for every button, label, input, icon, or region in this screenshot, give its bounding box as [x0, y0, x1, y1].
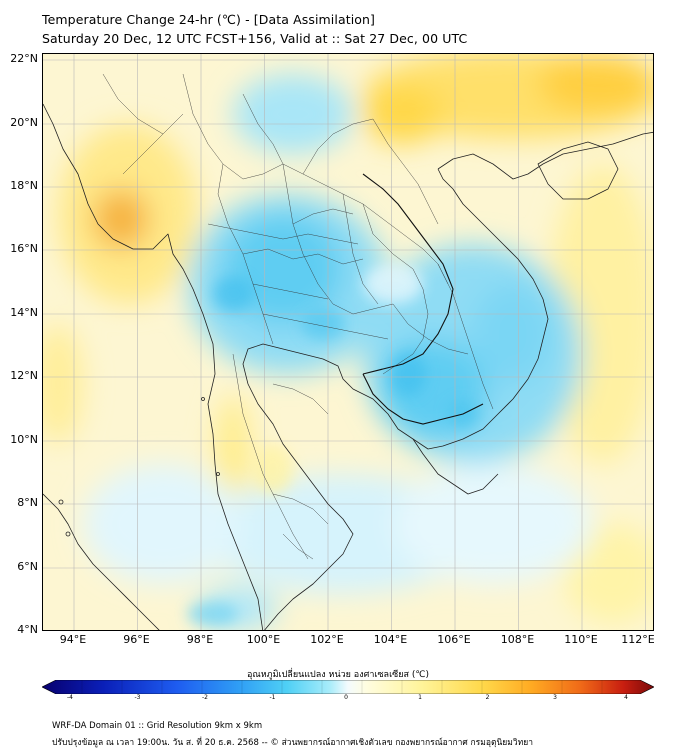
lon-label-102e: 102°E	[310, 633, 344, 646]
colorbar	[41, 679, 655, 695]
lat-label-20n: 20°N	[10, 116, 38, 129]
map-panel[interactable]	[42, 53, 654, 631]
lat-label-16n: 16°N	[10, 242, 38, 255]
lon-label-100e: 100°E	[246, 633, 281, 646]
colorbar-tick-2: 2	[485, 694, 490, 701]
colorbar-tick-0: 0	[344, 694, 348, 701]
admin-borders	[102, 73, 494, 560]
colorbar-tick-4: 4	[624, 694, 628, 701]
lon-label-104e: 104°E	[373, 633, 408, 646]
colorbar-graphic	[41, 679, 655, 695]
lon-label-96e: 96°E	[123, 633, 150, 646]
colorbar-dividers	[81, 680, 603, 694]
colorbar-tick--2: -2	[202, 694, 208, 701]
lon-label-110e: 110°E	[564, 633, 598, 646]
footer-model-info: WRF-DA Domain 01 :: Grid Resolution 9km …	[52, 721, 263, 731]
country-borders	[362, 173, 484, 425]
lon-label-94e: 94°E	[59, 633, 87, 646]
map-subtitle: Saturday 20 Dec, 12 UTC FCST+156, Valid …	[42, 31, 468, 46]
colorbar-tick--4: -4	[67, 694, 73, 701]
lat-label-4n: 4°N	[17, 623, 38, 636]
colorbar-tick-1: 1	[418, 694, 422, 701]
colorbar-label: อุณหภูมิเปลี่ยนแปลง หน่วย องศาเซลเซียส (…	[246, 670, 430, 680]
lat-label-8n: 8°N	[17, 496, 38, 509]
lat-label-12n: 12°N	[10, 369, 38, 382]
lon-label-106e: 106°E	[437, 633, 471, 646]
coastlines	[43, 103, 653, 630]
lat-label-10n: 10°N	[10, 433, 38, 446]
colorbar-tick--1: -1	[269, 694, 276, 701]
lat-label-6n: 6°N	[17, 560, 38, 573]
colorbar-tick-3: 3	[553, 694, 557, 701]
lon-label-98e: 98°E	[186, 633, 214, 646]
lon-label-108e: 108°E	[500, 633, 535, 646]
map-title: Temperature Change 24-hr (℃) - [Data Ass…	[42, 12, 376, 27]
lat-label-14n: 14°N	[10, 306, 38, 319]
lat-label-22n: 22°N	[10, 52, 38, 65]
colorbar-ramp	[41, 679, 655, 695]
temperature-field-detail	[188, 264, 479, 626]
footer-credit: ปรับปรุงข้อมูล ณ เวลา 19:00น. วัน ส. ที่…	[52, 738, 533, 748]
lon-label-112e: 112°E	[621, 633, 655, 646]
colorbar-tick--3: -3	[134, 694, 141, 701]
lat-label-18n: 18°N	[10, 179, 38, 192]
temperature-map	[43, 54, 653, 630]
